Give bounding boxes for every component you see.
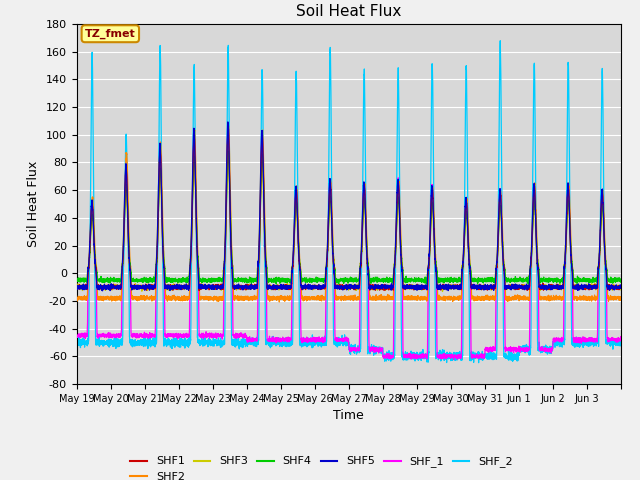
SHF4 <box>539 277 547 283</box>
SHF5 <box>617 284 625 290</box>
SHF_1 <box>499 231 506 237</box>
Title: Soil Heat Flux: Soil Heat Flux <box>296 4 401 19</box>
SHF_2 <box>539 346 547 352</box>
SHF2 <box>369 297 377 303</box>
SHF_1 <box>225 122 232 128</box>
SHF3 <box>398 271 406 276</box>
SHF_1 <box>398 266 406 272</box>
SHF5 <box>99 288 106 294</box>
SHF2 <box>398 262 406 267</box>
SHF3 <box>525 284 532 289</box>
SHF3 <box>224 136 232 142</box>
SHF3 <box>499 241 506 247</box>
SHF1 <box>617 284 625 289</box>
SHF_2 <box>499 219 506 225</box>
SHF2 <box>539 294 547 300</box>
Line: SHF5: SHF5 <box>77 122 621 291</box>
SHF_2 <box>73 339 81 345</box>
SHF1 <box>73 283 81 288</box>
SHF1 <box>398 268 406 274</box>
SHF_2 <box>369 348 377 354</box>
SHF_2 <box>475 360 483 366</box>
SHF_2 <box>398 349 406 355</box>
SHF1 <box>525 284 532 289</box>
Line: SHF1: SHF1 <box>77 129 621 290</box>
Line: SHF_2: SHF_2 <box>77 41 621 363</box>
SHF_2 <box>186 335 193 341</box>
SHF_1 <box>186 316 193 322</box>
SHF5 <box>525 285 532 290</box>
SHF_1 <box>73 333 81 339</box>
Text: TZ_fmet: TZ_fmet <box>85 29 136 39</box>
Y-axis label: Soil Heat Flux: Soil Heat Flux <box>28 161 40 247</box>
SHF2 <box>186 288 193 294</box>
SHF3 <box>369 284 377 290</box>
Legend: SHF1, SHF2, SHF3, SHF4, SHF5, SHF_1, SHF_2: SHF1, SHF2, SHF3, SHF4, SHF5, SHF_1, SHF… <box>126 452 517 480</box>
SHF2 <box>525 296 532 301</box>
SHF4 <box>617 279 625 285</box>
SHF5 <box>369 284 377 289</box>
SHF4 <box>499 231 506 237</box>
SHF1 <box>539 285 547 291</box>
Line: SHF3: SHF3 <box>77 139 621 291</box>
SHF5 <box>398 268 406 274</box>
Line: SHF_1: SHF_1 <box>77 125 621 360</box>
SHF2 <box>275 299 283 305</box>
SHF4 <box>369 277 377 283</box>
SHF_1 <box>450 357 458 362</box>
SHF1 <box>186 280 193 286</box>
SHF1 <box>499 232 506 238</box>
SHF3 <box>617 284 625 290</box>
SHF3 <box>186 266 193 272</box>
SHF_2 <box>525 351 532 357</box>
SHF4 <box>186 266 193 272</box>
SHF1 <box>369 282 377 288</box>
SHF4 <box>73 278 81 284</box>
SHF_2 <box>497 38 504 44</box>
SHF4 <box>398 264 406 269</box>
X-axis label: Time: Time <box>333 409 364 422</box>
SHF5 <box>73 282 81 288</box>
SHF5 <box>539 283 547 289</box>
SHF1 <box>195 288 203 293</box>
SHF5 <box>186 271 193 277</box>
SHF2 <box>617 294 625 300</box>
SHF4 <box>525 276 532 282</box>
SHF4 <box>225 148 232 154</box>
Line: SHF2: SHF2 <box>77 126 621 302</box>
SHF_1 <box>539 348 547 354</box>
SHF_1 <box>617 335 625 341</box>
SHF3 <box>438 288 446 294</box>
SHF2 <box>499 219 506 225</box>
SHF3 <box>539 282 547 288</box>
SHF5 <box>224 119 232 125</box>
SHF1 <box>225 126 232 132</box>
Line: SHF4: SHF4 <box>77 151 621 284</box>
SHF_1 <box>525 347 532 352</box>
SHF2 <box>225 123 232 129</box>
SHF3 <box>73 284 81 289</box>
SHF_2 <box>617 337 625 343</box>
SHF_1 <box>369 347 377 352</box>
SHF4 <box>422 281 430 287</box>
SHF5 <box>499 236 506 242</box>
SHF2 <box>73 293 81 299</box>
